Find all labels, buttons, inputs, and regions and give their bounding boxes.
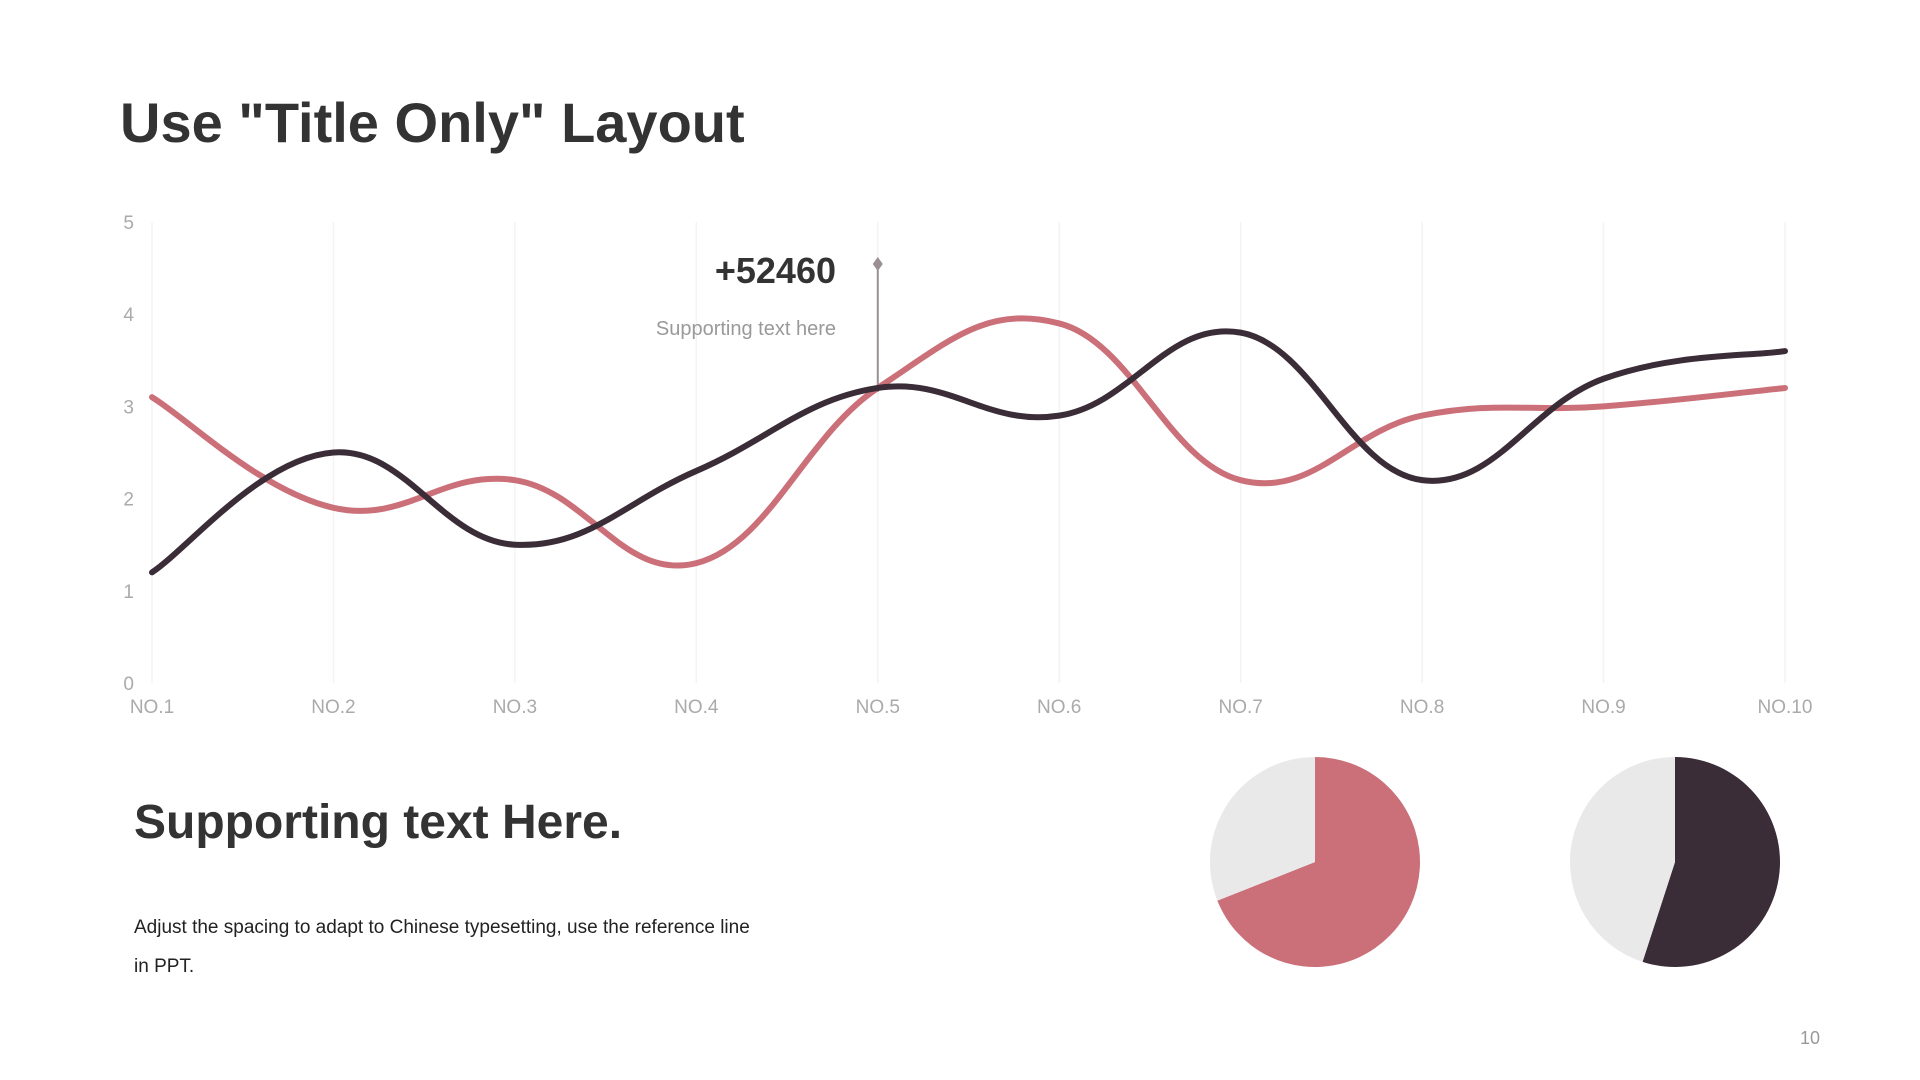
x-tick-label: NO.4 [674, 697, 719, 718]
y-tick-label: 0 [123, 674, 134, 695]
y-axis-ticks: 0 1 2 3 4 5 [123, 213, 134, 695]
x-tick-label: NO.5 [856, 697, 900, 718]
body-text: Adjust the spacing to adapt to Chinese t… [134, 917, 750, 977]
slide-title: Use "Title Only" Layout [120, 91, 745, 154]
callout-supporting-text: Supporting text here [655, 318, 836, 340]
y-tick-label: 5 [123, 213, 134, 234]
x-tick-label: NO.6 [1037, 697, 1081, 718]
y-tick-label: 1 [123, 582, 134, 603]
x-axis-ticks: NO.1 NO.2 NO.3 NO.4 NO.5 NO.6 NO.7 NO.8 NO.9 NO.1… [130, 697, 1813, 718]
x-tick-label: NO.1 [130, 697, 174, 718]
pie-slice-2 [1209, 757, 1315, 901]
x-tick-label: NO.3 [493, 697, 537, 718]
y-tick-label: 3 [123, 397, 134, 418]
callout-value: +52460 [714, 250, 836, 291]
x-tick-label: NO.8 [1400, 697, 1444, 718]
chart-series [149, 315, 1788, 576]
callout-diamond [872, 257, 883, 271]
y-tick-label: 2 [123, 490, 134, 511]
pie-slice-1 [1217, 757, 1420, 967]
x-tick-label: NO.10 [1758, 697, 1813, 718]
pie-slice-1 [1642, 757, 1780, 968]
y-tick-label: 4 [123, 305, 134, 326]
x-tick-label: NO.9 [1581, 697, 1625, 718]
x-tick-label: NO.2 [311, 697, 355, 718]
callout-marker [872, 257, 883, 392]
page-number: 10 [1799, 1028, 1820, 1048]
x-tick-label: NO.7 [1218, 697, 1262, 718]
series-pink-line [149, 315, 1788, 569]
series-dark-line [149, 328, 1788, 576]
section-heading: Supporting text Here. [134, 796, 623, 849]
pie-slice-2 [1570, 757, 1675, 962]
